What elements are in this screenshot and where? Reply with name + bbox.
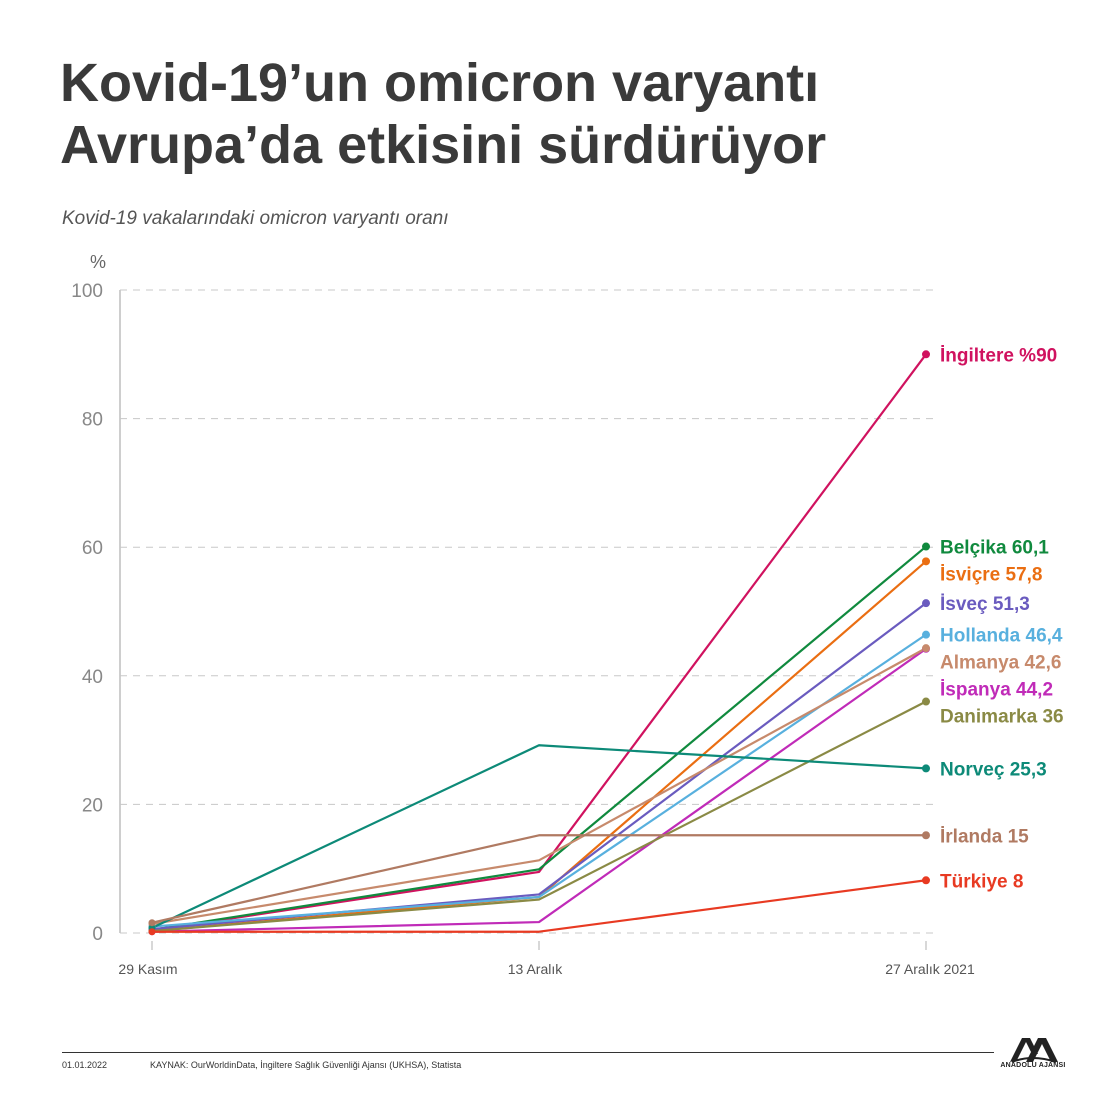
y-tick-label: 40 — [82, 667, 103, 688]
line-chart: 0 20 40 60 80 100% 29 Kasım 13 Aralık 27 Aralık … — [71, 252, 1064, 977]
series-line-belçika — [151, 545, 927, 931]
footer-divider — [62, 1052, 994, 1053]
anadolu-logo-icon — [1010, 1038, 1058, 1063]
point-end — [922, 630, 930, 639]
x-tick-label: 27 Aralık 2021 — [885, 961, 975, 977]
series-line-hollanda — [151, 633, 927, 928]
series-label: Almanya 42,6 — [940, 653, 1061, 674]
chart-subtitle: Kovid-19 vakalarındaki omicron varyantı … — [62, 208, 449, 229]
y-tick-label: 0 — [92, 924, 103, 945]
point-end — [922, 764, 930, 773]
x-tick-label: 29 Kasım — [118, 961, 177, 977]
point-end — [922, 697, 930, 706]
x-tick-label: 13 Aralık — [508, 961, 563, 977]
y-tick-label: 100 — [71, 281, 103, 302]
point-end — [922, 876, 930, 885]
logo-text: ANADOLU AJANSI — [1000, 1062, 1066, 1069]
footer-source: KAYNAK: OurWorldinData, İngiltere Sağlık… — [150, 1060, 462, 1070]
series-label: Danimarka 36 — [940, 707, 1064, 728]
series-label: İngiltere %90 — [940, 345, 1057, 366]
point-end — [922, 644, 930, 653]
footer-date: 01.01.2022 — [62, 1060, 108, 1070]
series-label: Hollanda 46,4 — [940, 626, 1063, 647]
y-tick-label: 20 — [82, 795, 103, 816]
series-line-almanya — [151, 647, 927, 926]
series-line-i̇spanya — [151, 647, 927, 933]
series-label: İrlanda 15 — [940, 826, 1029, 847]
y-tick-label: 60 — [82, 538, 103, 559]
point-end — [922, 350, 930, 359]
series-line-norveç — [151, 744, 927, 929]
point-start — [148, 928, 156, 936]
series-label: İsveç 51,3 — [940, 594, 1030, 615]
series-line-i̇rlanda — [151, 834, 926, 924]
point-end — [922, 599, 930, 608]
series-line-i̇sveç — [151, 602, 927, 931]
series-line-i̇ngiltere — [151, 353, 927, 932]
series-label: Türkiye 8 — [940, 871, 1023, 892]
point-start — [148, 919, 156, 927]
series-label: Belçika 60,1 — [940, 538, 1049, 559]
series-label: İspanya 44,2 — [940, 680, 1053, 701]
series-label: Norveç 25,3 — [940, 759, 1047, 780]
point-end — [922, 542, 930, 551]
point-end — [922, 831, 930, 840]
point-end — [922, 557, 930, 566]
series-label: İsviçre 57,8 — [940, 565, 1042, 586]
series-line-danimarka — [151, 700, 927, 933]
y-tick-label: 80 — [82, 410, 103, 431]
series-line-türkiye — [152, 879, 927, 933]
y-axis-label: % — [90, 252, 106, 272]
page-title: Kovid-19’un omicron varyantı Avrupa’da e… — [60, 53, 827, 175]
